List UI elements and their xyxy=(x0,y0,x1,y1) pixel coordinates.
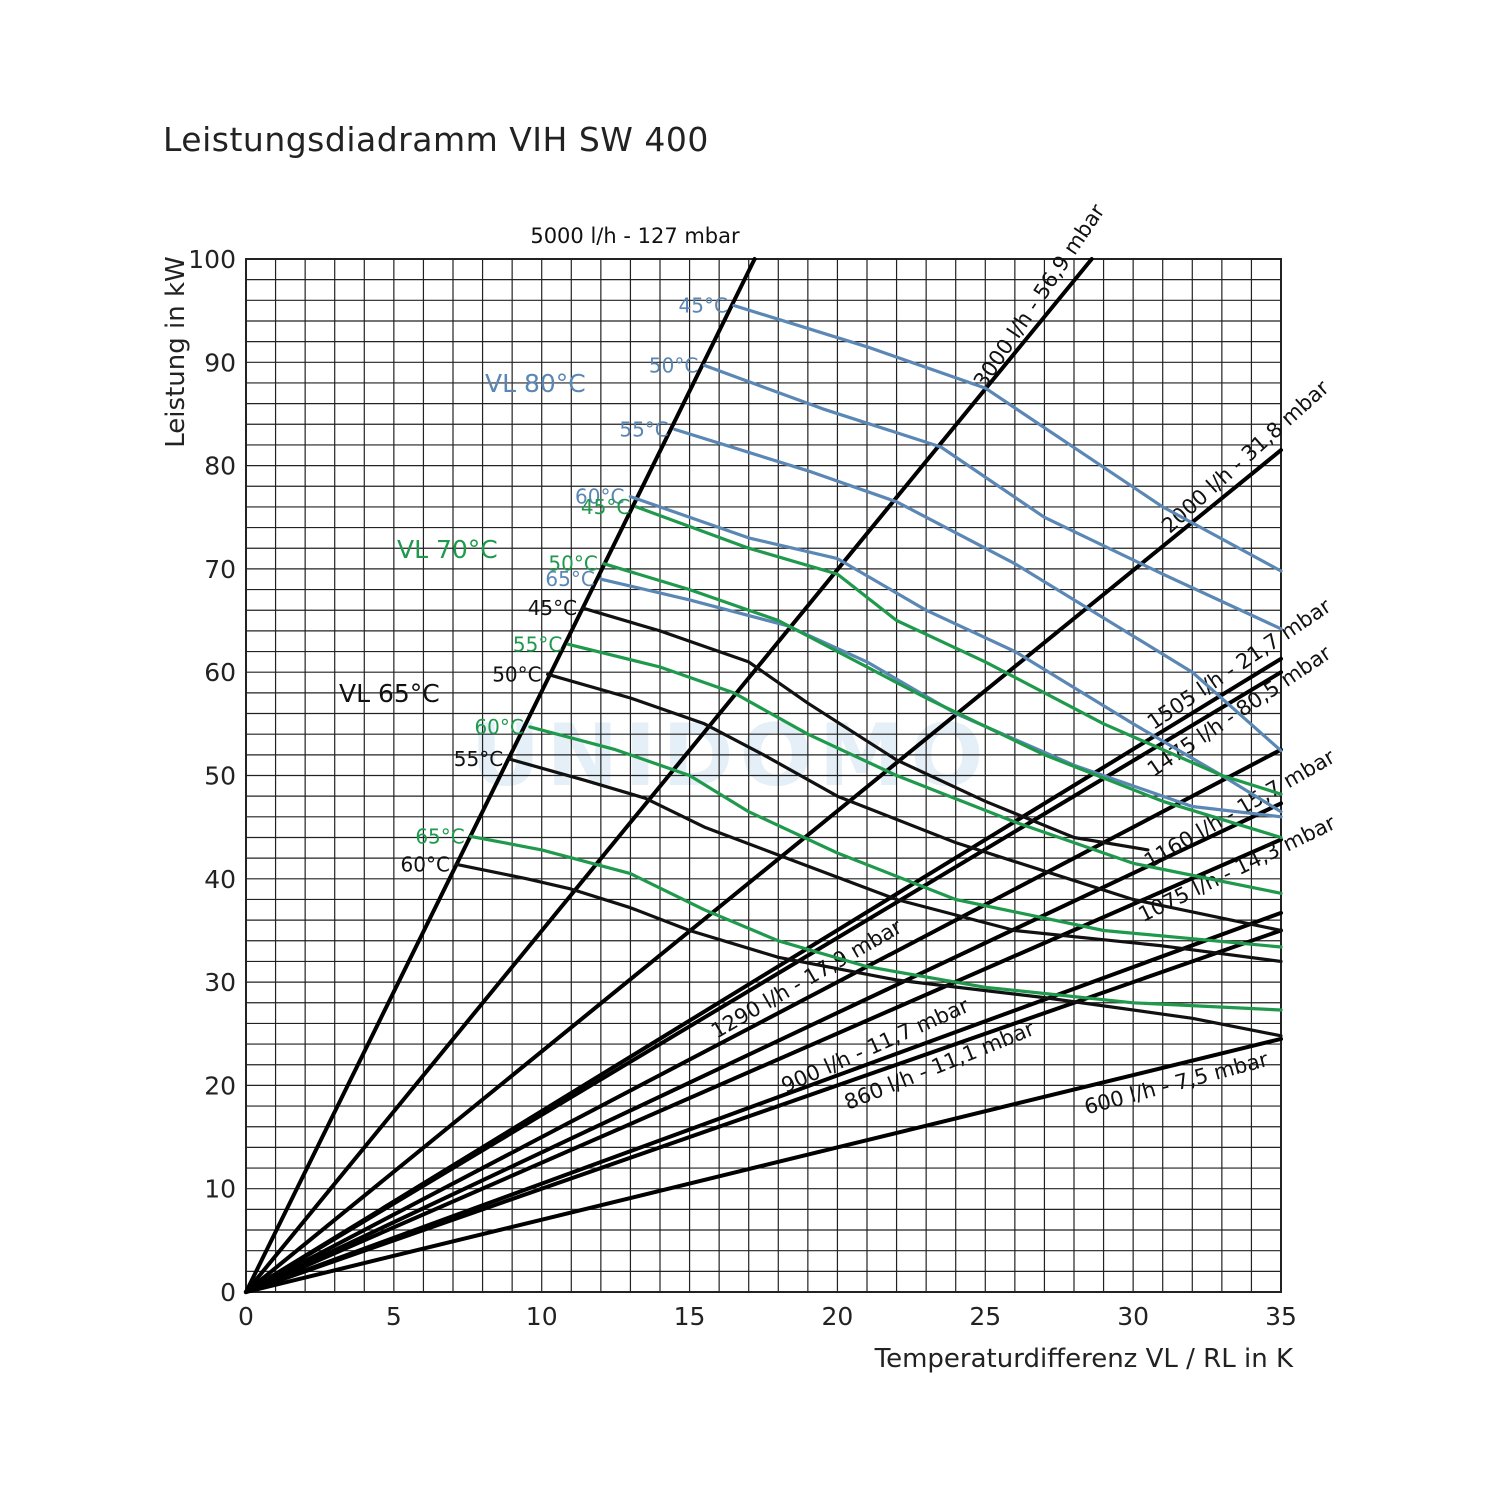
curve-label: 60°C xyxy=(401,852,450,876)
curve-label: 45°C xyxy=(528,596,577,620)
curve-label: 65°C xyxy=(545,567,594,591)
temperature-curve xyxy=(469,834,1283,1012)
x-tick-label: 10 xyxy=(526,1302,558,1331)
flow-rate-line xyxy=(244,448,1283,1294)
chart-title: Leistungsdiadramm VIH SW 400 xyxy=(163,120,709,159)
y-tick-label: 100 xyxy=(188,245,236,274)
temperature-curve xyxy=(628,495,1283,814)
flow-rate-label: 860 l/h - 11,1 mbar xyxy=(841,1016,1038,1114)
flow-rate-label: 3000 l/h - 56,9 mbar xyxy=(969,200,1110,393)
curve-label: 55°C xyxy=(454,747,503,771)
temperature-curve xyxy=(673,427,1283,753)
y-axis-title: Leistung in kW xyxy=(161,256,191,447)
x-tick-label: 15 xyxy=(674,1302,706,1331)
curve-label: 60°C xyxy=(575,485,624,509)
flow-rate-line xyxy=(244,910,1283,1294)
curve-label: 50°C xyxy=(492,662,541,686)
y-tick-label: 20 xyxy=(204,1071,236,1100)
x-tick-label: 35 xyxy=(1265,1302,1297,1331)
curve-label: 55°C xyxy=(619,417,668,441)
temperature-curve xyxy=(528,725,1283,949)
x-tick-label: 5 xyxy=(386,1302,402,1331)
temperature-curve xyxy=(454,862,1283,1038)
x-tick-label: 30 xyxy=(1117,1302,1149,1331)
temperature-curve xyxy=(581,606,1150,852)
y-tick-label: 30 xyxy=(204,968,236,997)
temperature-curve xyxy=(507,757,1283,963)
group-label: VL 65°C xyxy=(339,679,440,708)
temperature-curve xyxy=(732,303,1283,573)
group-label: VL 80°C xyxy=(485,369,586,398)
flow-rate-line xyxy=(244,837,1283,1294)
plot-frame xyxy=(245,258,1282,1293)
y-tick-label: 60 xyxy=(204,658,236,687)
x-axis-title: Temperaturdifferenz VL / RL in K xyxy=(874,1344,1294,1374)
y-tick-label: 70 xyxy=(204,555,236,584)
curve-label: 65°C xyxy=(415,824,464,848)
curve-label: 45°C xyxy=(581,495,630,519)
flow-rate-label: 5000 l/h - 127 mbar xyxy=(530,224,740,248)
group-label: VL 70°C xyxy=(397,535,498,564)
flow-rate-line xyxy=(244,257,757,1294)
flow-rate-label: 2000 l/h - 31,8 mbar xyxy=(1157,375,1334,538)
temperature-curve xyxy=(602,562,1283,840)
watermark: UNIDOMO xyxy=(471,706,990,806)
temperature-curve xyxy=(599,577,1283,819)
flow-rate-line xyxy=(244,1036,1283,1294)
y-tick-label: 10 xyxy=(204,1175,236,1204)
curve-label: 45°C xyxy=(679,293,728,317)
flow-rate-line xyxy=(244,670,1283,1294)
curve-label: 50°C xyxy=(649,353,698,377)
y-tick-label: 90 xyxy=(204,348,236,377)
temperature-curve xyxy=(546,672,1283,933)
curve-label: 60°C xyxy=(474,715,523,739)
y-tick-label: 40 xyxy=(204,865,236,894)
flow-rate-line xyxy=(244,801,1283,1294)
curve-label: 50°C xyxy=(548,552,597,576)
x-tick-label: 20 xyxy=(822,1302,854,1331)
flow-rate-line xyxy=(244,747,1283,1294)
flow-rate-label: 600 l/h - 7,5 mbar xyxy=(1082,1047,1271,1119)
y-tick-label: 0 xyxy=(220,1278,236,1307)
flow-rate-line xyxy=(244,257,1094,1294)
temperature-curve xyxy=(566,642,1283,895)
y-tick-label: 80 xyxy=(204,452,236,481)
temperature-curve xyxy=(634,505,1283,796)
flow-rate-line xyxy=(244,928,1283,1294)
temperature-curve xyxy=(702,363,1283,631)
x-tick-label: 0 xyxy=(238,1302,254,1331)
y-tick-label: 50 xyxy=(204,762,236,791)
curve-label: 55°C xyxy=(513,632,562,656)
x-tick-label: 25 xyxy=(969,1302,1001,1331)
